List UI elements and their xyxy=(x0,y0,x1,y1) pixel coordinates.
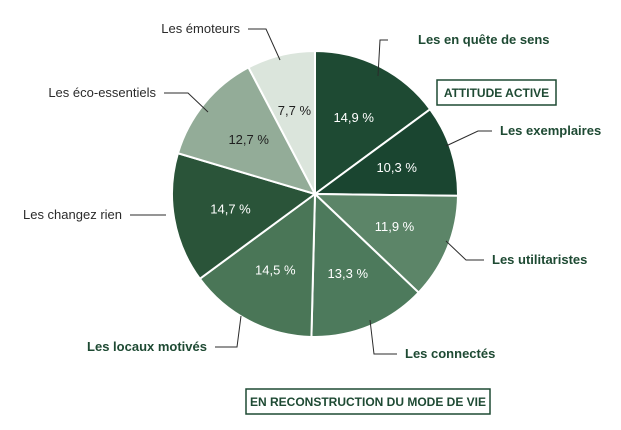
leader-line xyxy=(369,319,397,355)
pie-slice xyxy=(312,192,460,294)
pie-slice xyxy=(247,49,316,195)
badge-reconstruction: EN RECONSTRUCTION DU MODE DE VIE xyxy=(245,388,491,415)
slice-category-label: Les utilitaristes xyxy=(492,252,587,267)
badge-attitude-active: ATTITUDE ACTIVE xyxy=(436,79,557,106)
slice-category-label: Les exemplaires xyxy=(500,123,601,138)
slice-value-labels: 14,9 % 10,3 % 11,9 % 13,3 % 14,5 % 14,7 % 12,7… xyxy=(210,103,417,281)
slice-value-label: 14,7 % xyxy=(210,201,251,216)
slice-category-label: Les en quête de sens xyxy=(418,32,550,47)
pie-slices xyxy=(171,49,460,338)
leader-line xyxy=(445,130,492,147)
badge-reconstruction-text: EN RECONSTRUCTION DU MODE DE VIE xyxy=(250,395,486,409)
pie-slice xyxy=(171,151,318,281)
slice-value-label: 14,9 % xyxy=(333,110,374,125)
slice-category-labels: Les en quête de sens Les exemplaires Les u… xyxy=(23,21,601,361)
pie-slice xyxy=(176,66,317,196)
leader-line xyxy=(215,315,242,348)
leader-line xyxy=(164,92,209,113)
leader-line xyxy=(445,240,484,261)
slice-value-label: 13,3 % xyxy=(328,266,369,281)
slice-category-label: Les éco-essentiels xyxy=(48,85,156,100)
leader-line xyxy=(248,28,281,61)
pie-slice xyxy=(198,191,317,338)
pie-slice xyxy=(310,191,421,338)
slice-value-label: 11,9 % xyxy=(375,219,415,234)
slice-value-label: 10,3 % xyxy=(376,160,417,175)
leader-line xyxy=(377,39,388,77)
slice-category-label: Les locaux motivés xyxy=(87,339,207,354)
leader-lines xyxy=(130,28,492,355)
badge-attitude-active-text: ATTITUDE ACTIVE xyxy=(444,86,549,100)
slice-category-label: Les émoteurs xyxy=(161,21,240,36)
slice-value-label: 14,5 % xyxy=(255,263,296,278)
pie-slice xyxy=(312,107,459,197)
slice-value-label: 7,7 % xyxy=(278,103,312,118)
pie-slice xyxy=(314,49,432,196)
slice-category-label: Les changez rien xyxy=(23,207,122,222)
slice-value-label: 12,7 % xyxy=(228,132,269,147)
slice-category-label: Les connectés xyxy=(405,346,495,361)
